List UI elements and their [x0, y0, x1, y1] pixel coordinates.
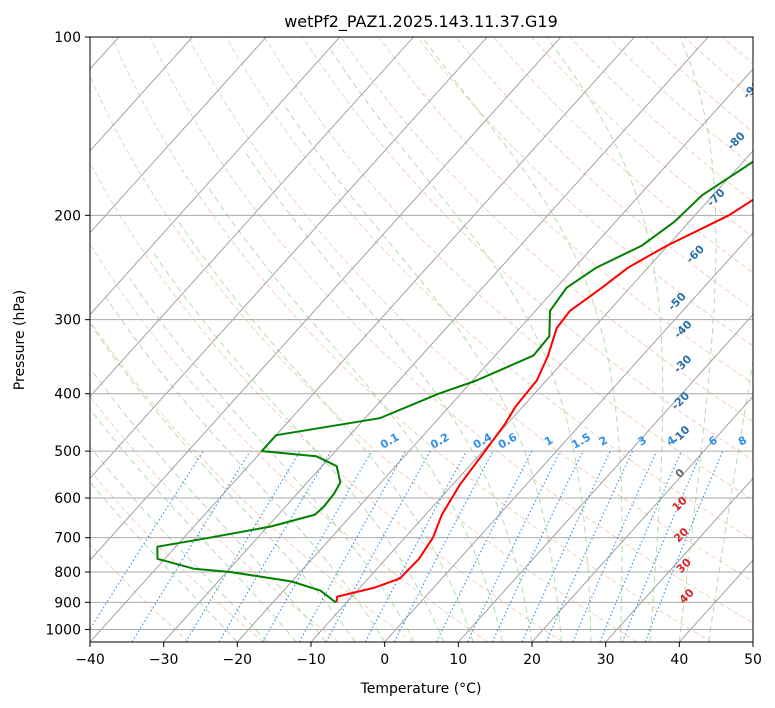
y-tick-label: 500	[54, 444, 81, 460]
x-tick-label: 30	[597, 652, 615, 668]
dry-adiabat	[111, 37, 712, 642]
isotherm	[90, 37, 341, 316]
y-tick-label: 700	[54, 531, 81, 547]
background-lines	[90, 37, 753, 642]
isotherm	[90, 37, 414, 398]
moist-adiabat	[208, 187, 503, 642]
y-tick-label: 100	[54, 30, 81, 46]
dry-adiabat	[264, 37, 753, 501]
isotherm	[236, 68, 753, 642]
y-tick-label: 1000	[45, 622, 81, 638]
isotherm	[457, 313, 753, 642]
x-tick-label: −20	[223, 652, 253, 668]
mixing-ratio-line	[435, 450, 533, 642]
mixing-ratio-line	[545, 450, 633, 642]
mixing-ratio-line	[644, 450, 724, 642]
moist-adiabat	[330, 49, 592, 642]
x-tick-label: 50	[744, 652, 762, 668]
isotherm	[310, 150, 753, 642]
y-tick-label: 900	[54, 595, 81, 611]
x-tick-label: −30	[149, 652, 179, 668]
dry-adiabat	[90, 75, 638, 642]
moist-adiabat	[546, 37, 664, 642]
x-tick-label: 20	[523, 652, 541, 668]
isotherm	[90, 37, 562, 561]
dry-adiabat	[454, 37, 753, 310]
x-tick-label: 40	[670, 652, 688, 668]
dry-adiabat	[149, 37, 753, 624]
mixing-ratio-line	[621, 450, 703, 642]
isotherm	[90, 37, 488, 479]
isotherm	[163, 37, 709, 642]
mixing-ratio-line	[90, 450, 204, 630]
y-tick-label: 200	[54, 208, 81, 224]
y-axis-label: Pressure (hPa)	[12, 290, 28, 390]
dry-adiabat	[416, 37, 753, 347]
isotherm	[384, 232, 753, 642]
plot-frame	[89, 36, 754, 643]
isotherm	[90, 37, 635, 642]
mixing-ratio-line	[131, 450, 251, 642]
moist-adiabat	[283, 104, 562, 642]
x-tick-label: −10	[296, 652, 326, 668]
dewpoint-line	[156, 160, 753, 604]
x-axis-label: Temperature (°C)	[360, 681, 482, 697]
y-tick-label: 400	[54, 387, 81, 403]
dry-adiabat	[340, 37, 753, 423]
moist-adiabat	[105, 297, 386, 642]
mixing-ratio-line	[572, 450, 658, 642]
dry-adiabat	[90, 469, 264, 642]
mixing-ratio-line	[298, 450, 406, 642]
moist-adiabat	[421, 37, 623, 642]
dry-adiabat	[187, 37, 753, 582]
moist-adiabat	[708, 358, 753, 642]
chart-title: wetPf2_PAZ1.2025.143.11.37.G19	[284, 12, 558, 32]
moist-adiabat	[90, 322, 356, 642]
sounding-series	[156, 160, 753, 604]
dry-adiabat	[90, 161, 563, 642]
isotherm	[605, 477, 753, 642]
axes: −40 −30 −20 −10 0 10 20 30 40 50 1000 900 800 700 600 5…	[45, 30, 762, 668]
isotherm	[90, 37, 267, 234]
mixing-ratio-line	[599, 450, 682, 642]
isotherm	[90, 37, 193, 152]
y-tick-label: 300	[54, 313, 81, 329]
moist-adiabat	[90, 481, 238, 642]
dry-adiabat	[90, 242, 488, 642]
moist-adiabat	[678, 37, 717, 642]
x-tick-label: 0	[380, 652, 389, 668]
x-tick-label: −40	[75, 652, 105, 668]
mixing-ratio-line	[364, 450, 467, 642]
isotherm	[531, 395, 753, 642]
y-tick-label: 800	[54, 565, 81, 581]
y-tick-label: 600	[54, 491, 81, 507]
temperature-line	[335, 198, 753, 603]
x-tick-label: 10	[449, 652, 467, 668]
mixing-ratio-line	[325, 450, 431, 642]
